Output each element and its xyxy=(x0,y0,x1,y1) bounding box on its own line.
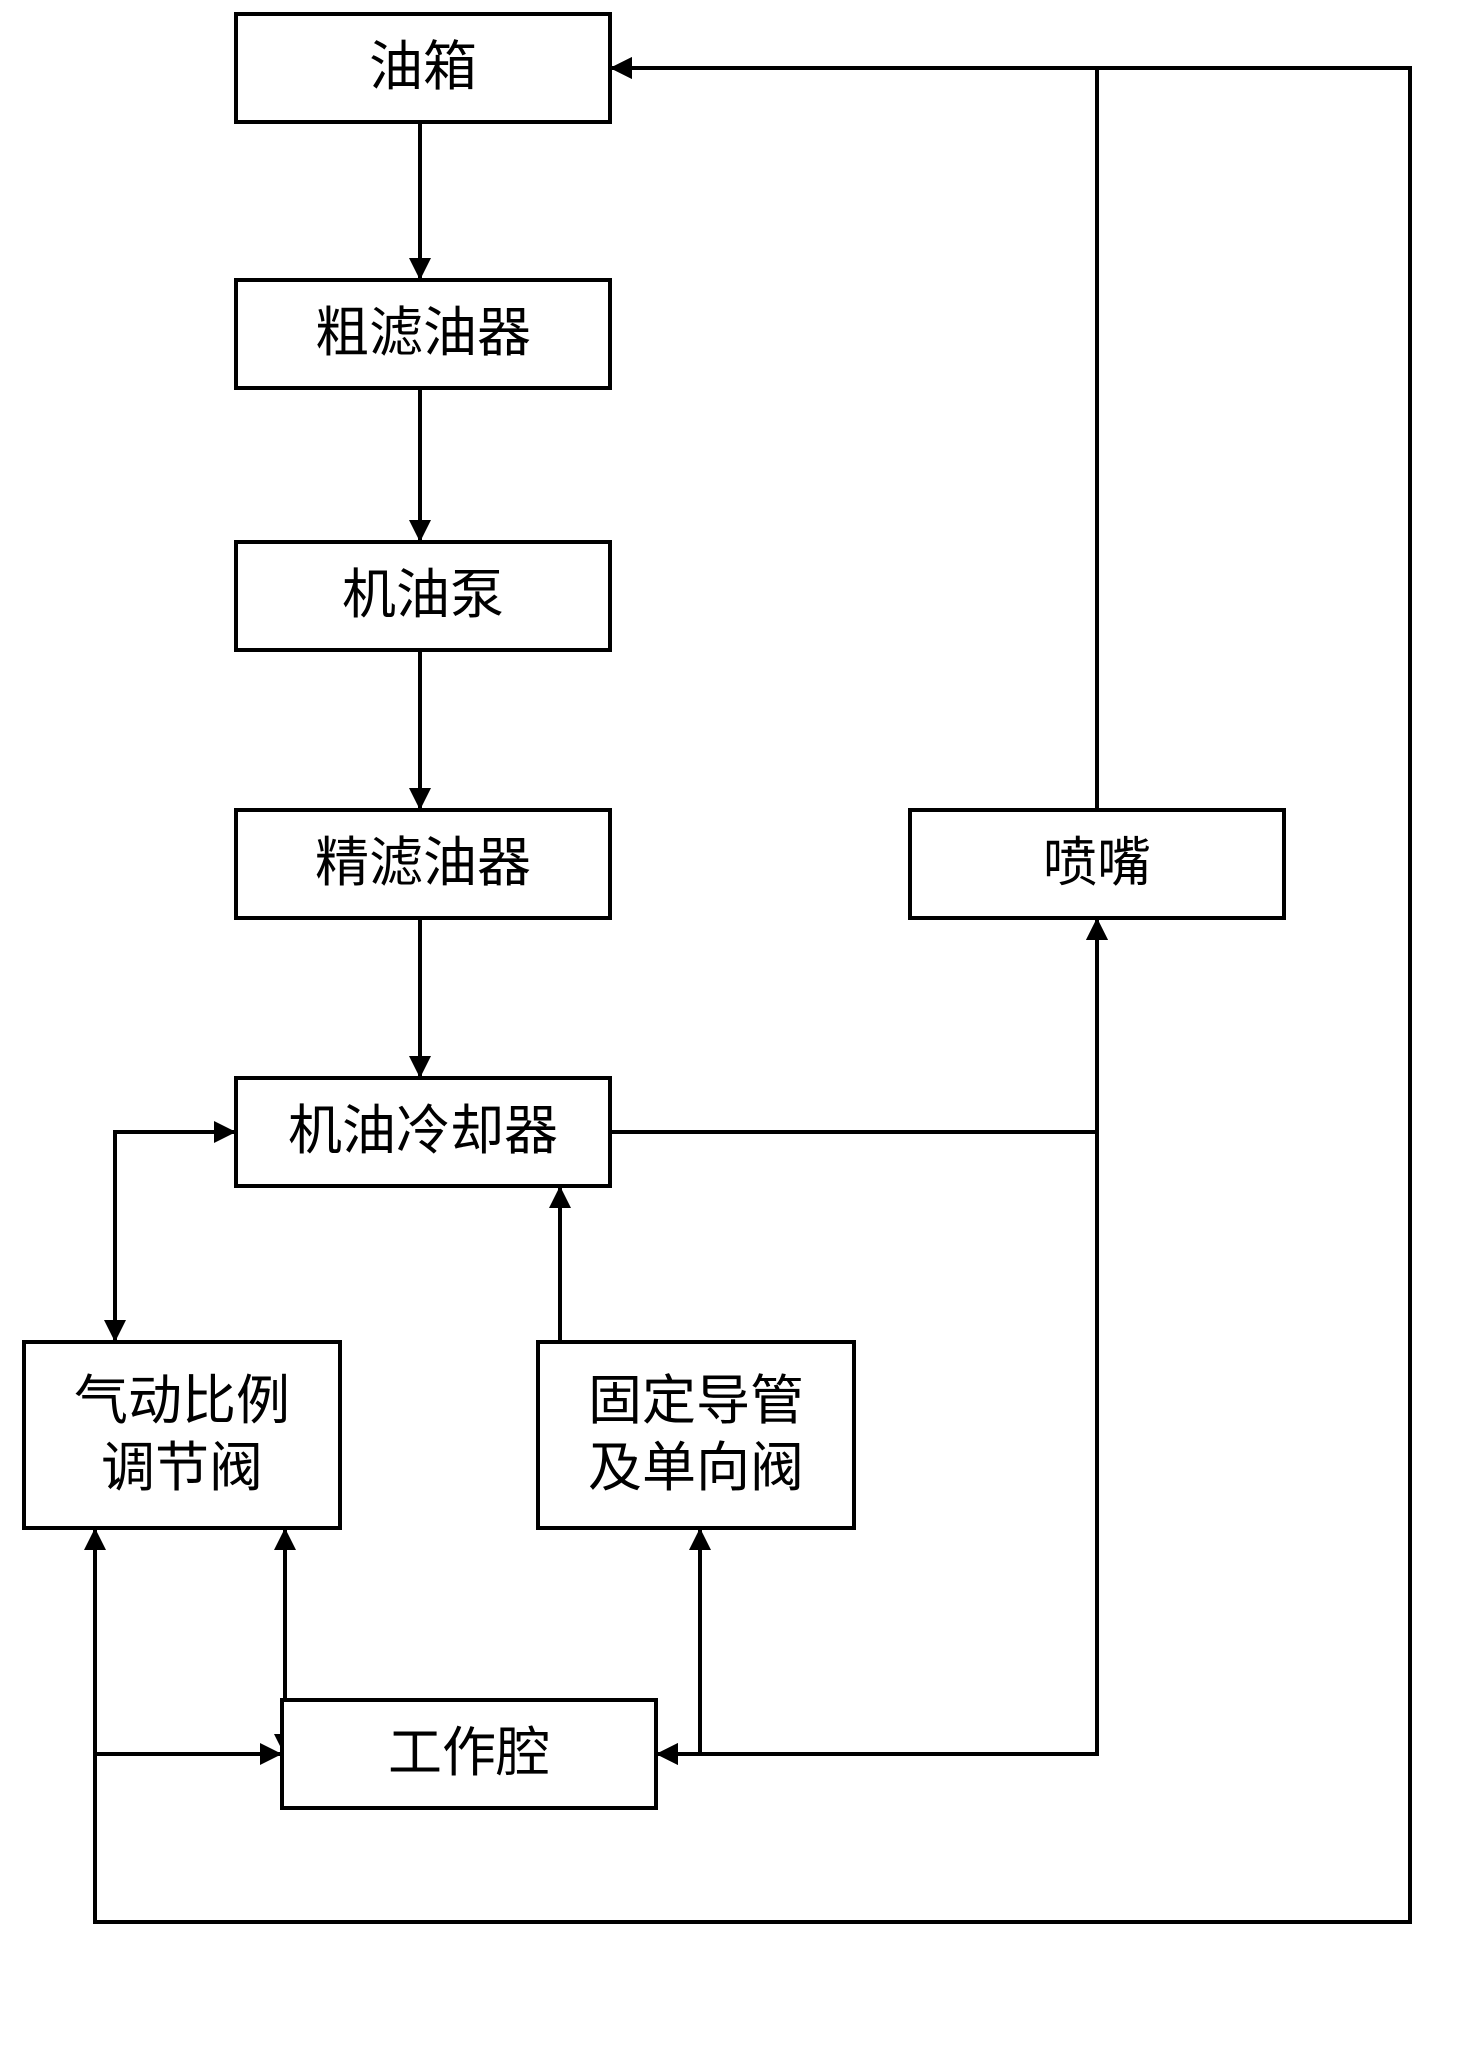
node-label: 粗滤油器 xyxy=(315,300,531,368)
edge-ch-nozzle xyxy=(658,920,1097,1754)
node-label: 固定导管 及单向阀 xyxy=(588,1368,804,1503)
node-cooler: 机油冷却器 xyxy=(234,1076,612,1188)
node-label: 油箱 xyxy=(369,34,477,102)
edge-cooler-nozzle xyxy=(612,920,1097,1132)
node-label: 机油冷却器 xyxy=(288,1098,558,1166)
node-label: 精滤油器 xyxy=(315,830,531,898)
node-label: 机油泵 xyxy=(342,562,504,630)
node-coarse: 粗滤油器 xyxy=(234,278,612,390)
node-nozzle: 喷嘴 xyxy=(908,808,1286,920)
node-chamber: 工作腔 xyxy=(280,1698,658,1810)
edge-nozzle-tank xyxy=(612,68,1097,808)
node-label: 气动比例 调节阀 xyxy=(74,1368,290,1503)
flowchart: 油箱 粗滤油器 机油泵 精滤油器 喷嘴 机油冷却器 气动比例 调节阀 固定导管 … xyxy=(0,0,1465,2072)
node-tank: 油箱 xyxy=(234,12,612,124)
edge-cooler-valve xyxy=(115,1132,234,1340)
edges-layer xyxy=(0,0,1465,2072)
node-label: 工作腔 xyxy=(388,1720,550,1788)
node-valve: 气动比例 调节阀 xyxy=(22,1340,342,1530)
edge-ch-pipe xyxy=(658,1530,700,1754)
edge-valve-chL xyxy=(95,1530,280,1754)
node-pump: 机油泵 xyxy=(234,540,612,652)
node-label: 喷嘴 xyxy=(1043,830,1151,898)
node-pipe: 固定导管 及单向阀 xyxy=(536,1340,856,1530)
node-fine: 精滤油器 xyxy=(234,808,612,920)
